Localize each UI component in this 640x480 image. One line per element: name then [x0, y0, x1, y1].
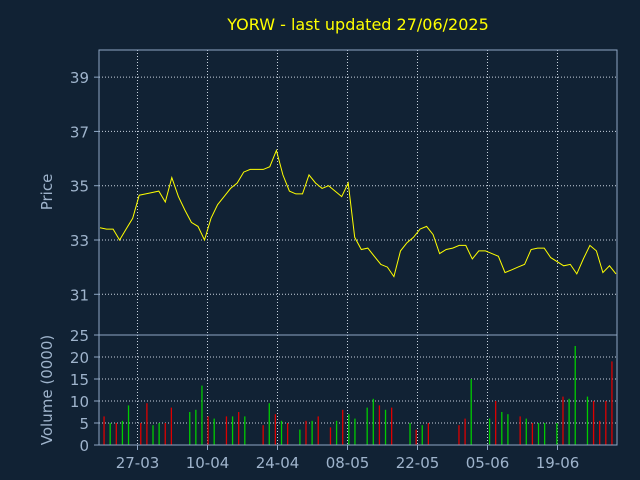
x-tick-label: 10-04: [186, 454, 230, 472]
volume-tick-label: 5: [79, 415, 89, 433]
price-panel: 31 33 35 37 39 Price: [38, 49, 618, 336]
price-tick-label: 33: [70, 232, 89, 250]
x-tick-label: 05-06: [466, 454, 510, 472]
price-tick-label: 37: [70, 123, 89, 141]
volume-tick-label: 0: [79, 437, 89, 455]
volume-tick-label: 10: [70, 393, 89, 411]
price-tick-label: 35: [70, 178, 89, 196]
x-tick-label: 24-04: [256, 454, 300, 472]
x-tick-label: 27-03: [116, 454, 160, 472]
price-axis-label: Price: [38, 174, 56, 211]
volume-axis-label: Volume (0000): [38, 335, 56, 445]
x-tick-label: 08-05: [326, 454, 370, 472]
volume-tick-label: 15: [70, 371, 89, 389]
price-tick-label: 39: [70, 69, 89, 87]
volume-tick-label: 25: [70, 327, 89, 345]
volume-tick-label: 20: [70, 349, 89, 367]
price-line: [99, 148, 617, 278]
x-tick-label: 19-06: [536, 454, 580, 472]
volume-panel: 0 5 10 15 20 25 Volume (0000): [38, 327, 618, 455]
chart-title: YORW - last updated 27/06/2025: [226, 15, 489, 34]
x-axis: 27-03 10-04 24-04 08-05 22-05 05-06 19-06: [116, 445, 580, 472]
x-tick-label: 22-05: [396, 454, 440, 472]
volume-panel-frame: [98, 334, 618, 446]
price-tick-label: 31: [70, 286, 89, 304]
